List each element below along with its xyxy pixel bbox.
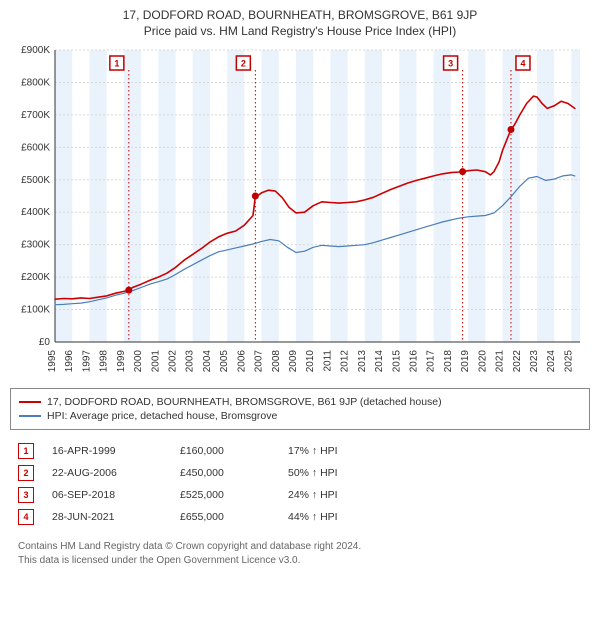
- svg-text:2001: 2001: [150, 350, 161, 373]
- chart-svg: £0 £100K £200K £300K £400K £500K £600K £700K £80…: [10, 42, 585, 382]
- page-title: 17, DODFORD ROAD, BOURNHEATH, BROMSGROVE…: [10, 8, 590, 22]
- sale-price: £160,000: [180, 445, 270, 457]
- sale-marker: 3: [18, 487, 34, 503]
- sale-pct-vs-hpi: 44% ↑ HPI: [288, 511, 338, 523]
- svg-text:£100K: £100K: [21, 305, 50, 316]
- svg-text:2017: 2017: [426, 350, 437, 373]
- svg-text:1995: 1995: [47, 350, 58, 373]
- svg-text:£600K: £600K: [21, 142, 50, 153]
- sales-row: 3 06-SEP-2018 £525,000 24% ↑ HPI: [18, 484, 582, 506]
- svg-text:2024: 2024: [546, 350, 557, 373]
- svg-text:£700K: £700K: [21, 110, 50, 121]
- svg-text:2004: 2004: [202, 350, 213, 373]
- footnote: Contains HM Land Registry data © Crown c…: [10, 536, 590, 571]
- page-subtitle: Price paid vs. HM Land Registry's House …: [10, 24, 590, 38]
- svg-text:2013: 2013: [357, 350, 368, 373]
- sale-price: £655,000: [180, 511, 270, 523]
- sale-marker: 4: [18, 509, 34, 525]
- sales-row: 4 28-JUN-2021 £655,000 44% ↑ HPI: [18, 506, 582, 528]
- svg-text:2023: 2023: [529, 350, 540, 373]
- svg-text:2011: 2011: [322, 350, 333, 372]
- svg-text:2: 2: [241, 59, 246, 69]
- svg-text:2012: 2012: [340, 350, 351, 373]
- price-chart: £0 £100K £200K £300K £400K £500K £600K £700K £80…: [10, 42, 590, 382]
- svg-text:2015: 2015: [391, 350, 402, 373]
- svg-text:2008: 2008: [271, 350, 282, 373]
- svg-text:2010: 2010: [305, 350, 316, 373]
- svg-text:3: 3: [448, 59, 453, 69]
- svg-text:1998: 1998: [99, 350, 110, 373]
- svg-text:1997: 1997: [81, 350, 92, 373]
- svg-text:2016: 2016: [408, 350, 419, 373]
- legend-item: 17, DODFORD ROAD, BOURNHEATH, BROMSGROVE…: [19, 395, 581, 409]
- svg-text:1999: 1999: [116, 350, 127, 373]
- svg-text:2003: 2003: [185, 350, 196, 373]
- svg-text:2021: 2021: [495, 350, 506, 373]
- svg-text:£200K: £200K: [21, 272, 50, 283]
- legend-label: HPI: Average price, detached house, Brom…: [47, 410, 277, 422]
- svg-text:1: 1: [114, 59, 119, 69]
- sale-pct-vs-hpi: 17% ↑ HPI: [288, 445, 338, 457]
- sale-pct-vs-hpi: 24% ↑ HPI: [288, 489, 338, 501]
- footnote-line: This data is licensed under the Open Gov…: [18, 554, 582, 568]
- legend: 17, DODFORD ROAD, BOURNHEATH, BROMSGROVE…: [10, 388, 590, 430]
- svg-text:2009: 2009: [288, 350, 299, 373]
- sale-date: 22-AUG-2006: [52, 467, 162, 479]
- sales-row: 1 16-APR-1999 £160,000 17% ↑ HPI: [18, 440, 582, 462]
- svg-text:2000: 2000: [133, 350, 144, 373]
- sale-price: £450,000: [180, 467, 270, 479]
- svg-text:£500K: £500K: [21, 175, 50, 186]
- svg-text:2025: 2025: [563, 350, 574, 373]
- sale-marker: 1: [18, 443, 34, 459]
- svg-text:2007: 2007: [254, 350, 265, 373]
- legend-swatch: [19, 401, 41, 403]
- svg-text:2014: 2014: [374, 350, 385, 373]
- svg-text:2022: 2022: [512, 350, 523, 373]
- svg-text:£800K: £800K: [21, 77, 50, 88]
- sale-pct-vs-hpi: 50% ↑ HPI: [288, 467, 338, 479]
- svg-text:2018: 2018: [443, 350, 454, 373]
- sales-table: 1 16-APR-1999 £160,000 17% ↑ HPI 2 22-AUG-200…: [10, 438, 590, 530]
- svg-text:£900K: £900K: [21, 45, 50, 56]
- svg-text:2020: 2020: [477, 350, 488, 373]
- sale-date: 06-SEP-2018: [52, 489, 162, 501]
- sales-row: 2 22-AUG-2006 £450,000 50% ↑ HPI: [18, 462, 582, 484]
- svg-text:£300K: £300K: [21, 240, 50, 251]
- svg-text:2005: 2005: [219, 350, 230, 373]
- legend-swatch: [19, 415, 41, 417]
- legend-item: HPI: Average price, detached house, Brom…: [19, 409, 581, 423]
- svg-text:2019: 2019: [460, 350, 471, 373]
- footnote-line: Contains HM Land Registry data © Crown c…: [18, 540, 582, 554]
- svg-text:£0: £0: [39, 337, 51, 348]
- svg-text:2006: 2006: [236, 350, 247, 373]
- sale-marker: 2: [18, 465, 34, 481]
- sale-price: £525,000: [180, 489, 270, 501]
- svg-text:4: 4: [520, 59, 525, 69]
- svg-text:1996: 1996: [64, 350, 75, 373]
- svg-text:2002: 2002: [167, 350, 178, 373]
- legend-label: 17, DODFORD ROAD, BOURNHEATH, BROMSGROVE…: [47, 396, 442, 408]
- svg-text:£400K: £400K: [21, 207, 50, 218]
- sale-date: 16-APR-1999: [52, 445, 162, 457]
- sale-date: 28-JUN-2021: [52, 511, 162, 523]
